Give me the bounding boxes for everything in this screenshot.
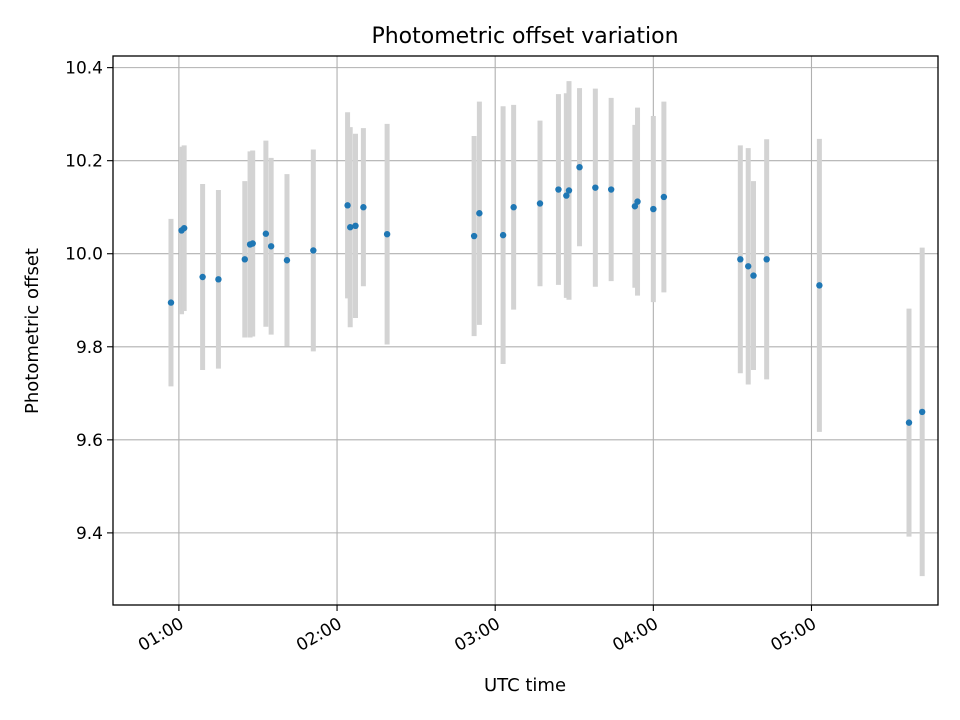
y-tick-label: 10.4 (65, 59, 103, 79)
chart-title: Photometric offset variation (371, 24, 678, 49)
data-point (310, 247, 317, 254)
data-point (660, 193, 668, 201)
data-point (631, 203, 639, 210)
data-point (241, 256, 248, 263)
data-point (745, 263, 752, 270)
data-point (905, 419, 913, 426)
x-tick-label: 02:00 (293, 614, 345, 656)
plot-frame (112, 55, 939, 606)
x-tick-label: 01:00 (135, 614, 187, 656)
data-point (555, 186, 562, 193)
y-tick-label: 10.2 (65, 152, 103, 172)
data-point (750, 272, 757, 279)
data-point (737, 256, 744, 263)
y-axis-ticks: 9.4 9.6 9.8 10.0 10.2 10.4 (65, 59, 113, 544)
data-point (536, 200, 544, 207)
y-tick-label: 9.8 (76, 338, 103, 358)
data-point (360, 204, 367, 211)
data-point (347, 224, 354, 231)
data-point (563, 192, 570, 199)
data-point (167, 299, 175, 306)
data-point (816, 282, 823, 289)
data-point (565, 187, 573, 194)
y-tick-label: 10.0 (65, 245, 103, 265)
data-point (215, 276, 222, 283)
data-point (607, 186, 615, 193)
data-point (510, 204, 517, 211)
x-tick-label: 04:00 (609, 614, 661, 656)
data-point (267, 243, 275, 250)
data-point (499, 231, 507, 239)
data-point (249, 240, 256, 247)
data-point (576, 163, 583, 171)
x-axis-label: UTC time (484, 675, 566, 696)
data-points (167, 163, 926, 426)
data-point (634, 198, 641, 205)
data-point (650, 205, 657, 213)
data-point (352, 222, 359, 230)
data-point (918, 408, 926, 416)
data-point (592, 184, 599, 191)
data-point (180, 224, 188, 232)
x-tick-label: 05:00 (768, 614, 820, 656)
grid-lines (113, 56, 938, 605)
x-axis-ticks: 01:00 02:00 03:00 04:00 05:00 (135, 605, 820, 656)
data-point (199, 273, 206, 281)
data-point (470, 232, 478, 240)
data-point (383, 230, 391, 238)
data-point (476, 210, 483, 217)
y-tick-label: 9.4 (76, 524, 103, 544)
error-bars (168, 81, 925, 577)
y-axis-label: Photometric offset (22, 248, 43, 414)
data-point (283, 257, 291, 264)
data-point (344, 202, 351, 209)
data-point (262, 230, 270, 237)
x-tick-label: 03:00 (451, 614, 503, 656)
y-tick-label: 9.6 (76, 431, 103, 451)
data-point (763, 256, 770, 263)
